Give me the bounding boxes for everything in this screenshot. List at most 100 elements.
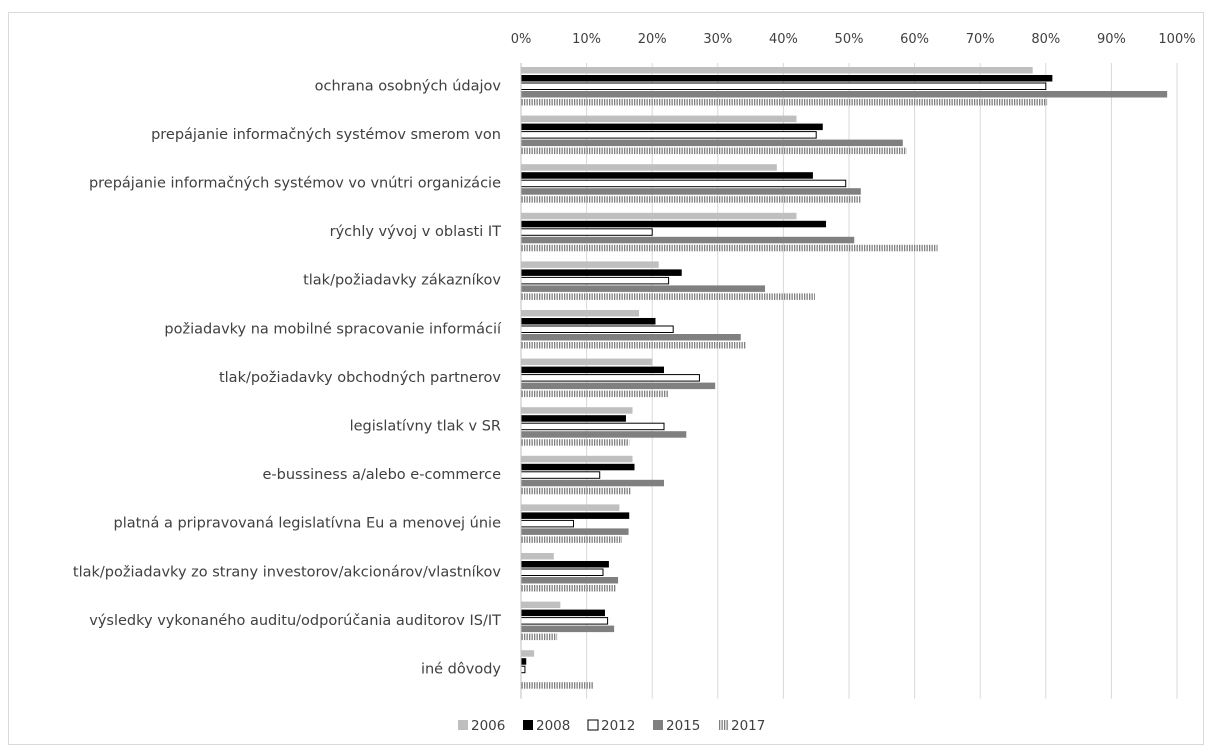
bar-2006 xyxy=(521,650,534,657)
bar-2012 xyxy=(521,520,573,527)
bar-2015 xyxy=(521,140,903,147)
legend-label: 2017 xyxy=(731,718,765,734)
bar-2012 xyxy=(521,472,600,479)
bar-2017 xyxy=(521,293,815,300)
bar-2017 xyxy=(521,634,557,641)
bar-chart: 0% 10% 20% 30% 40% 50% 60% 70% 80% 90% 100% ochran… xyxy=(9,13,1205,746)
bar-2006 xyxy=(521,116,797,123)
x-tick-label: 100% xyxy=(1158,32,1195,47)
category-label: legislatívny tlak v SR xyxy=(350,419,501,435)
x-tick-label: 90% xyxy=(1097,32,1126,47)
bar-2012 xyxy=(521,666,525,673)
legend-label: 2015 xyxy=(666,718,700,734)
bar-2008 xyxy=(521,512,629,519)
legend-item-2015: 2015 xyxy=(653,718,700,734)
bar-2008 xyxy=(521,269,682,276)
bar-2017 xyxy=(521,148,907,155)
category-label: ochrana osobných údajov xyxy=(315,78,502,94)
bar-2017 xyxy=(521,391,669,398)
chart-frame: 0% 10% 20% 30% 40% 50% 60% 70% 80% 90% 100% ochran… xyxy=(8,12,1204,745)
x-axis-tick-labels: 0% 10% 20% 30% 40% 50% 60% 70% 80% 90% 100% xyxy=(511,32,1196,47)
x-tick-label: 60% xyxy=(900,32,929,47)
category-label: tlak/požiadavky obchodných partnerov xyxy=(219,370,501,386)
category-label: výsledky vykonaného auditu/odporúčania a… xyxy=(89,613,501,629)
bar-2015 xyxy=(521,626,614,633)
bar-2012 xyxy=(521,132,816,139)
legend-label: 2012 xyxy=(601,718,635,734)
bar-2008 xyxy=(521,172,813,179)
bar-2015 xyxy=(521,188,861,195)
bar-2017 xyxy=(521,585,616,592)
bar-2015 xyxy=(521,528,629,535)
legend-item-2006: 2006 xyxy=(458,718,505,734)
legend-item-2008: 2008 xyxy=(523,718,570,734)
bar-2012 xyxy=(521,618,608,625)
bar-2006 xyxy=(521,456,633,463)
bar-2006 xyxy=(521,553,554,560)
bar-2015 xyxy=(521,285,765,292)
x-tick-label: 50% xyxy=(835,32,864,47)
x-tick-label: 80% xyxy=(1031,32,1060,47)
legend-swatch xyxy=(718,720,728,730)
bar-2012 xyxy=(521,326,673,333)
category-label: prepájanie informačných systémov smerom … xyxy=(151,127,501,143)
bar-2012 xyxy=(521,83,1046,90)
x-tick-label: 30% xyxy=(703,32,732,47)
bar-2006 xyxy=(521,164,777,171)
bar-2017 xyxy=(521,488,631,495)
bar-2006 xyxy=(521,261,659,268)
bar-2008 xyxy=(521,367,664,374)
legend-swatch xyxy=(458,720,468,730)
bar-2006 xyxy=(521,67,1033,74)
category-label: rýchly vývoj v oblasti IT xyxy=(330,224,502,240)
bar-2015 xyxy=(521,480,664,487)
bar-2008 xyxy=(521,464,634,471)
category-label: iné dôvody xyxy=(421,662,501,678)
bar-2008 xyxy=(521,318,655,325)
bar-2015 xyxy=(521,237,854,244)
category-label: tlak/požiadavky zákazníkov xyxy=(303,273,501,289)
legend-swatch xyxy=(523,720,533,730)
bar-2006 xyxy=(521,602,560,609)
bar-2008 xyxy=(521,124,823,131)
category-label: e-bussiness a/alebo e-commerce xyxy=(262,467,501,483)
category-label: tlak/požiadavky zo strany investorov/akc… xyxy=(73,564,502,580)
bar-2015 xyxy=(521,91,1167,98)
bar-2008 xyxy=(521,221,826,228)
legend-swatch xyxy=(588,720,598,730)
x-tick-label: 0% xyxy=(511,32,532,47)
bar-2012 xyxy=(521,277,669,284)
bar-2008 xyxy=(521,415,626,422)
bars xyxy=(521,67,1167,689)
x-tick-label: 20% xyxy=(638,32,667,47)
bar-2006 xyxy=(521,359,652,366)
bar-2015 xyxy=(521,577,618,584)
bar-2012 xyxy=(521,569,603,576)
x-tick-label: 40% xyxy=(769,32,798,47)
bar-2006 xyxy=(521,407,633,414)
bar-2012 xyxy=(521,423,664,430)
legend-swatch xyxy=(653,720,663,730)
category-label: prepájanie informačných systémov vo vnút… xyxy=(89,176,501,192)
bar-2017 xyxy=(521,342,746,349)
bar-2012 xyxy=(521,180,846,187)
bar-2015 xyxy=(521,383,715,390)
category-labels: ochrana osobných údajov prepájanie inform… xyxy=(73,78,502,677)
bar-2015 xyxy=(521,334,741,341)
bar-2008 xyxy=(521,658,526,665)
bar-2017 xyxy=(521,245,938,252)
legend: 2006 2008 2012 2015 2017 xyxy=(458,718,765,734)
bar-2017 xyxy=(521,439,629,446)
bar-2017 xyxy=(521,99,1047,106)
bar-2012 xyxy=(521,229,652,236)
bar-2006 xyxy=(521,310,639,317)
bar-2006 xyxy=(521,504,619,511)
bar-2006 xyxy=(521,213,797,220)
category-label: platná a pripravovaná legislatívna Eu a … xyxy=(114,516,502,532)
legend-item-2012: 2012 xyxy=(588,718,635,734)
bar-2008 xyxy=(521,75,1052,82)
bar-2015 xyxy=(521,431,686,438)
bar-2012 xyxy=(521,375,699,382)
x-tick-label: 70% xyxy=(966,32,995,47)
category-label: požiadavky na mobilné spracovanie inform… xyxy=(164,321,502,337)
